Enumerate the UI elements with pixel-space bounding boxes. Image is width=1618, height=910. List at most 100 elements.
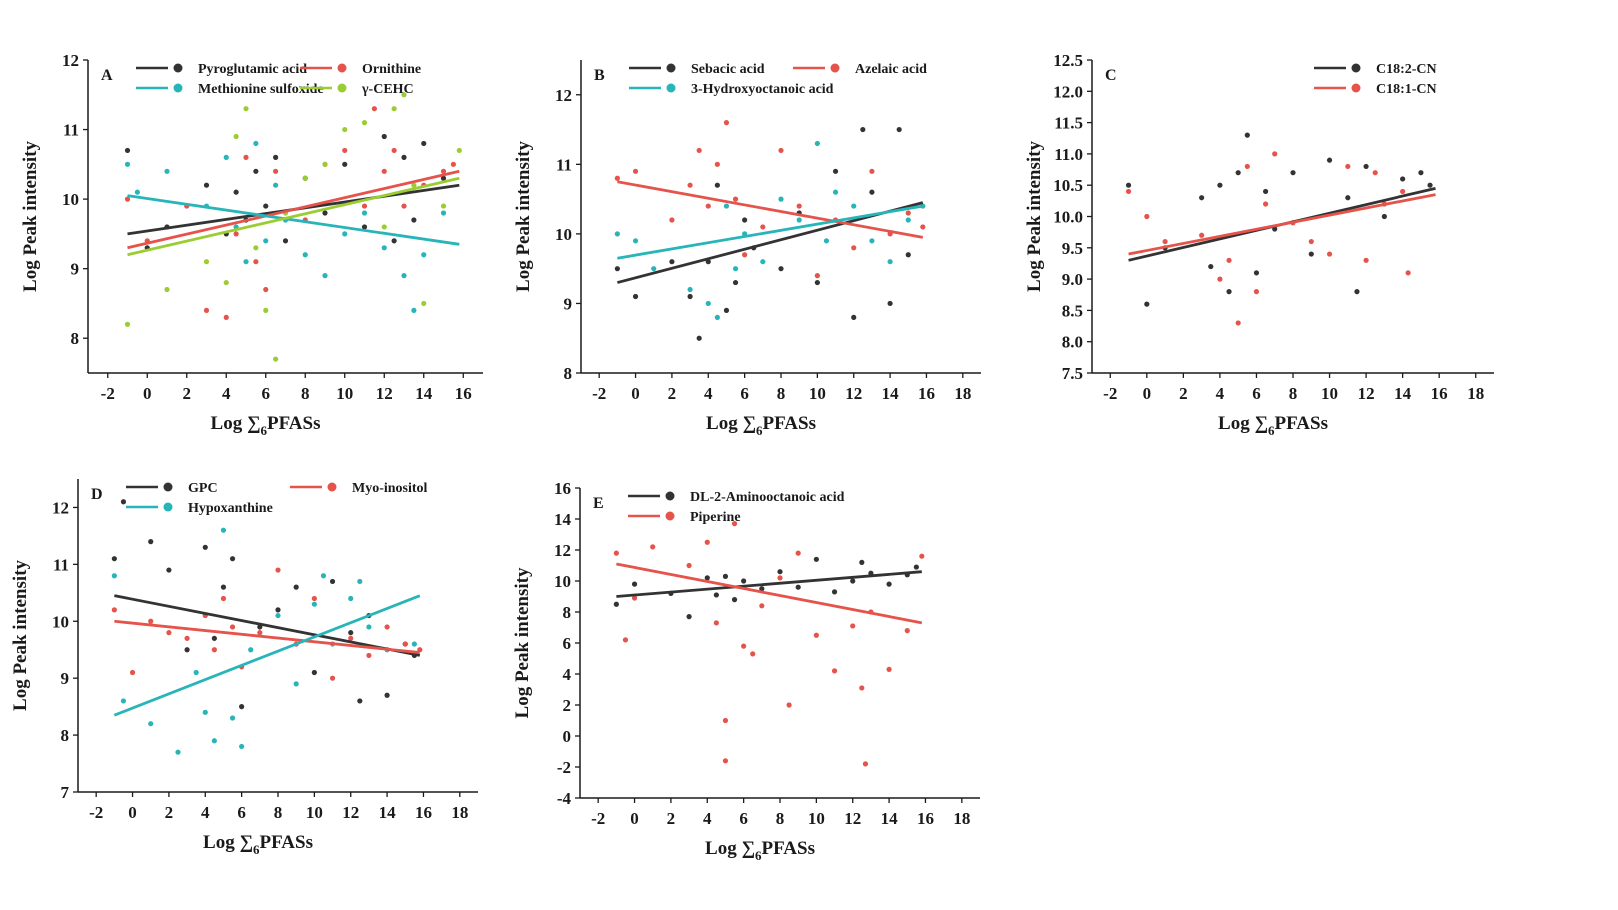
y-tick-label: 8 — [61, 726, 70, 745]
scatter-point — [622, 637, 629, 643]
scatter-point — [302, 175, 308, 181]
scatter-point — [411, 217, 417, 223]
x-tick-label: 4 — [703, 809, 712, 828]
scatter-point — [311, 669, 317, 676]
y-tick-label: 10 — [52, 612, 69, 631]
scatter-point — [220, 527, 227, 533]
scatter-point — [120, 499, 127, 505]
x-tick-label: 16 — [455, 384, 472, 403]
legend-marker — [1351, 83, 1361, 93]
scatter-point — [223, 154, 229, 160]
scatter-point — [905, 210, 911, 216]
scatter-point — [211, 647, 217, 653]
scatter-point — [1308, 251, 1314, 257]
y-tick-label: 6 — [563, 634, 572, 653]
scatter-point — [722, 717, 729, 724]
fit-line-3-hydroxyoctanoic-acid — [617, 204, 924, 260]
scatter-point — [1253, 270, 1260, 276]
panel-letter: C — [1105, 67, 1117, 84]
scatter-point — [869, 168, 875, 174]
series-cehc — [124, 92, 462, 362]
scatter-point — [1272, 151, 1278, 157]
x-axis-title: Log ∑6PFASs — [211, 413, 321, 438]
y-axis-title: Log Peak intensity — [20, 141, 41, 292]
scatter-point — [722, 758, 729, 764]
scatter-point — [759, 603, 765, 609]
scatter-point — [632, 168, 639, 174]
y-tick-label: 11.5 — [1054, 114, 1083, 133]
scatter-point — [832, 168, 839, 174]
scatter-point — [456, 147, 462, 154]
scatter-point — [869, 189, 875, 195]
x-tick-label: 8 — [1289, 384, 1298, 403]
scatter-point — [723, 120, 730, 126]
x-tick-label: 10 — [336, 384, 353, 403]
y-tick-label: 11 — [53, 555, 69, 574]
scatter-point — [1125, 188, 1132, 195]
scatter-point — [851, 245, 857, 251]
scatter-point — [263, 203, 269, 209]
y-tick-label: -4 — [557, 789, 572, 808]
x-tick-label: 2 — [668, 384, 677, 403]
scatter-point — [851, 203, 857, 209]
panel-b: -2 0 2 4 6 8 10 12 14 16 18 8 9 10 11 12 Log ∑6PFASs Log … — [513, 60, 981, 438]
x-tick-label: 2 — [165, 803, 174, 822]
scatter-point — [686, 562, 692, 569]
scatter-point — [904, 628, 910, 634]
fit-line-c18-1-cn — [1128, 193, 1436, 256]
y-tick-label: 10 — [554, 572, 571, 591]
x-tick-label: 6 — [237, 803, 246, 822]
scatter-point — [320, 573, 327, 579]
scatter-point — [220, 595, 227, 602]
scatter-point — [1235, 320, 1241, 326]
scatter-point — [1400, 188, 1406, 195]
x-axis-title: Log ∑6PFASs — [705, 838, 815, 863]
scatter-point — [860, 126, 866, 133]
fit-line-azelaic-acid — [617, 180, 924, 239]
scatter-point — [831, 668, 838, 674]
x-tick-label: 14 — [1394, 384, 1412, 403]
scatter-point — [124, 147, 131, 154]
x-tick-label: 6 — [1252, 384, 1261, 403]
scatter-point — [273, 168, 279, 174]
legend: C18:2-CN C18:1-CN — [1314, 62, 1437, 97]
scatter-point — [322, 273, 328, 279]
x-tick-label: 16 — [918, 384, 935, 403]
y-tick-label: 14 — [554, 510, 572, 529]
scatter-point — [1217, 182, 1223, 188]
scatter-point — [1381, 213, 1387, 220]
scatter-point — [632, 293, 639, 300]
scatter-point — [786, 702, 792, 708]
scatter-point — [850, 578, 856, 584]
x-tick-label: 0 — [631, 384, 640, 403]
scatter-point — [384, 692, 390, 698]
scatter-point — [124, 196, 131, 202]
y-tick-label: 8.0 — [1062, 333, 1083, 352]
scatter-point — [742, 252, 748, 258]
legend-label: Myo-inositol — [352, 481, 428, 496]
scatter-point — [342, 126, 348, 133]
y-axis-title: Log Peak intensity — [1024, 141, 1045, 292]
legend-label: Sebacic acid — [691, 62, 765, 77]
y-tick-label: 10 — [555, 225, 572, 244]
scatter-point — [348, 595, 354, 602]
scatter-point — [778, 196, 784, 202]
scatter-point — [342, 161, 348, 167]
scatter-point — [705, 203, 711, 209]
x-tick-label: 18 — [1467, 384, 1484, 403]
panel-letter: E — [593, 495, 604, 512]
scatter-point — [229, 715, 236, 721]
scatter-point — [111, 556, 117, 562]
scatter-point — [919, 553, 925, 559]
panel-c: -2 0 2 4 6 8 10 12 14 16 18 7.5 8.0 8.5 9.0 9.5 10.0 10.5… — [1024, 51, 1494, 438]
scatter-point — [450, 161, 456, 167]
scatter-point — [440, 175, 447, 181]
scatter-point — [1372, 170, 1378, 176]
scatter-point — [1208, 263, 1214, 270]
scatter-point — [686, 614, 692, 620]
series-piperine — [613, 521, 925, 767]
legend-marker — [666, 63, 676, 73]
series-dl-2-aminooctanoic-acid — [613, 556, 919, 620]
scatter-point — [613, 601, 619, 607]
x-tick-label: 4 — [1216, 384, 1225, 403]
